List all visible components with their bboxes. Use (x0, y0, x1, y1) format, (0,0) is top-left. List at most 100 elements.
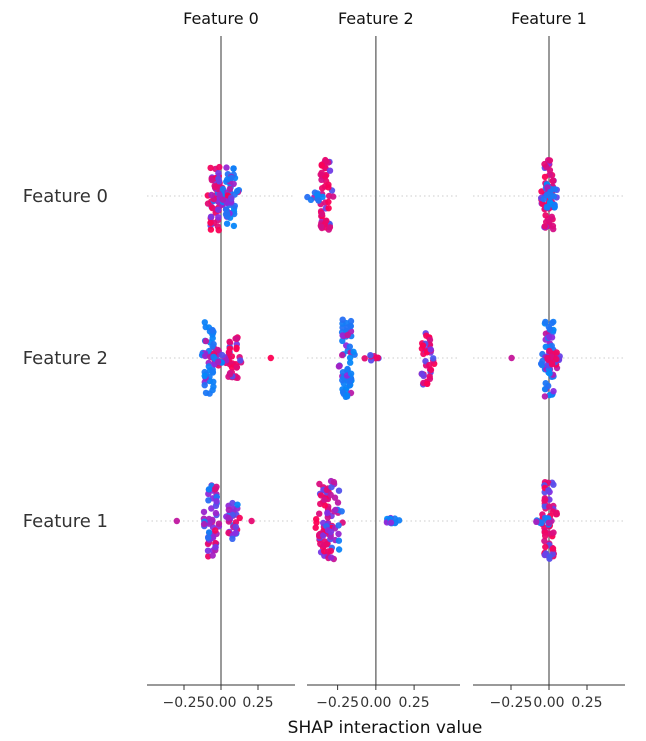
row-label: Feature 2 (23, 348, 108, 369)
data-point (229, 499, 236, 507)
data-point (547, 188, 554, 196)
data-point (237, 357, 244, 364)
data-point (350, 348, 357, 355)
data-point (207, 226, 215, 233)
data-point (346, 378, 353, 385)
data-point (541, 160, 548, 168)
data-point (332, 506, 339, 514)
data-point (339, 332, 346, 339)
data-point (533, 518, 540, 525)
data-point (551, 204, 558, 211)
data-point (201, 319, 208, 326)
data-point (553, 355, 560, 363)
data-point (367, 352, 374, 359)
data-point (335, 546, 343, 553)
x-axes: −0.25 0.00 0.25 −0.25 0.00 0.25 −0.25 0.00 0.25 (147, 684, 625, 711)
data-point (330, 478, 338, 486)
x-tick-label: 0.25 (242, 695, 273, 711)
cell-feature-0-by-feature-1 (538, 157, 560, 233)
data-point (223, 164, 230, 171)
data-point (427, 366, 435, 374)
row-label: Feature 0 (23, 186, 108, 207)
data-point (223, 220, 231, 227)
data-point (338, 508, 345, 515)
data-point (206, 520, 213, 527)
data-point (207, 164, 214, 172)
data-point (321, 496, 328, 503)
data-point (234, 501, 241, 508)
data-point (546, 503, 553, 510)
data-point (215, 206, 222, 213)
panel-title: Feature 1 (511, 9, 587, 28)
cell-feature-2-by-feature-2 (335, 316, 438, 400)
data-point (212, 183, 219, 191)
data-point (216, 163, 223, 171)
data-point (208, 176, 216, 184)
data-point (426, 373, 433, 380)
data-point (344, 365, 351, 373)
data-point (208, 505, 215, 512)
x-tick-label: 0.25 (571, 695, 602, 711)
data-point (546, 157, 554, 164)
data-point (233, 344, 240, 351)
data-point (418, 370, 426, 377)
data-point (226, 338, 233, 345)
data-point (327, 528, 335, 536)
data-point (205, 497, 212, 504)
x-tick-label: −0.25 (163, 695, 206, 711)
data-point (323, 217, 330, 224)
data-point (541, 393, 549, 400)
data-point (426, 361, 433, 369)
data-point (508, 354, 515, 362)
data-point (325, 184, 332, 191)
data-point (346, 343, 353, 350)
x-tick-label: 0.00 (533, 695, 564, 711)
data-point (318, 210, 326, 218)
data-point (548, 360, 556, 367)
data-point (229, 535, 236, 542)
data-point (361, 355, 368, 362)
data-point (550, 529, 557, 536)
data-point (232, 529, 239, 537)
data-point (225, 349, 233, 356)
data-point (230, 222, 238, 230)
data-point (325, 198, 332, 206)
data-point (312, 524, 319, 531)
data-point (228, 195, 235, 202)
data-point (339, 316, 346, 323)
data-point (323, 541, 331, 548)
data-point (314, 191, 321, 199)
data-point (374, 354, 381, 361)
data-point (216, 178, 223, 185)
x-tick-label: 0.00 (360, 695, 391, 711)
panel-title: Feature 0 (183, 9, 259, 28)
data-point (215, 520, 223, 527)
data-point (544, 354, 551, 362)
data-point (538, 519, 545, 527)
data-point (316, 480, 323, 488)
data-point (550, 481, 557, 488)
data-point (201, 382, 208, 389)
data-point (224, 176, 231, 183)
data-point (201, 372, 208, 380)
data-point (316, 510, 323, 517)
data-point (335, 537, 343, 544)
data-point (204, 547, 212, 554)
data-point (344, 331, 351, 339)
data-point (207, 213, 215, 220)
data-point (347, 322, 354, 330)
data-point (545, 487, 552, 494)
data-point (419, 342, 427, 349)
cell-feature-0-by-feature-2 (304, 156, 337, 233)
data-point (211, 486, 219, 493)
data-point (208, 191, 215, 199)
data-point (544, 184, 551, 191)
data-point (538, 188, 545, 195)
data-point (219, 196, 226, 203)
data-point (215, 169, 222, 177)
data-point (346, 354, 354, 361)
data-point (216, 191, 223, 199)
data-point (232, 523, 240, 531)
data-point (236, 514, 243, 522)
data-point (212, 527, 219, 534)
